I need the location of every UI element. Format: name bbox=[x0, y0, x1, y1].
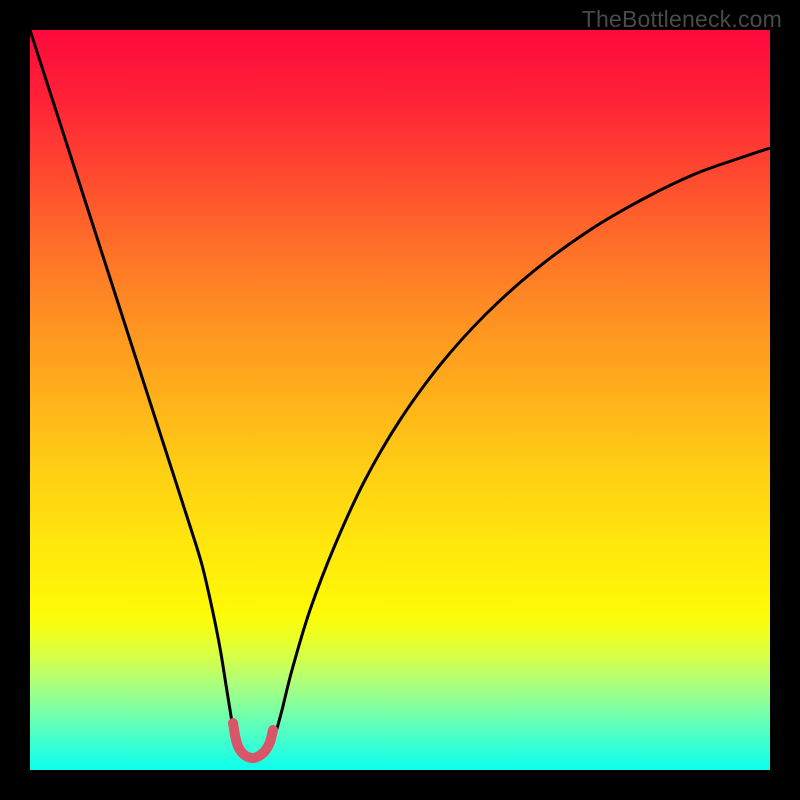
watermark-text: TheBottleneck.com bbox=[582, 6, 782, 33]
bottleneck-curve bbox=[30, 30, 770, 755]
curve-layer bbox=[30, 30, 770, 770]
highlight-marker bbox=[233, 723, 273, 758]
chart-frame: TheBottleneck.com bbox=[0, 0, 800, 800]
plot-area bbox=[30, 30, 770, 770]
